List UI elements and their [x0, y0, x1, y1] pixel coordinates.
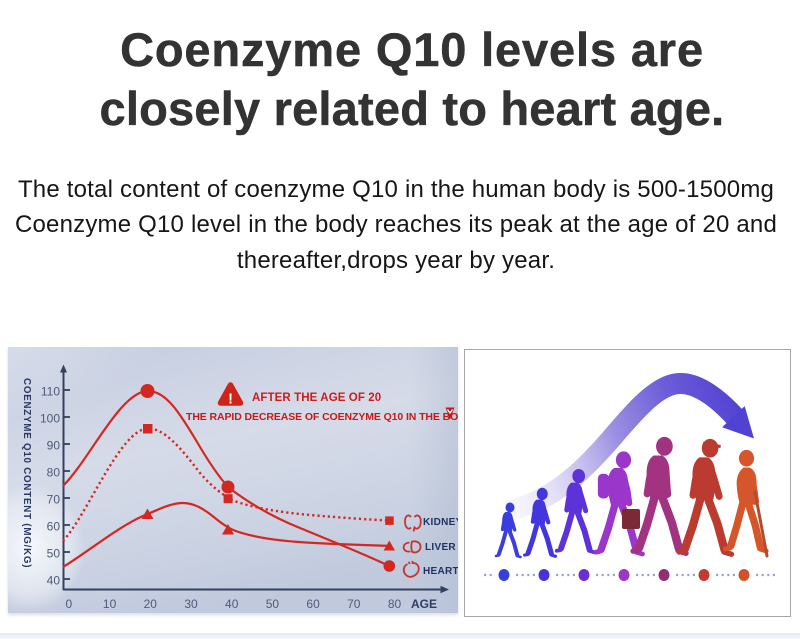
- svg-text:90: 90: [47, 439, 61, 453]
- svg-text:60: 60: [47, 520, 61, 534]
- svg-text:70: 70: [347, 597, 361, 611]
- svg-text:0: 0: [66, 597, 73, 611]
- svg-text:50: 50: [47, 547, 61, 561]
- svg-text:KIDNEY: KIDNEY: [423, 517, 458, 528]
- svg-text:AFTER THE AGE OF 20: AFTER THE AGE OF 20: [252, 392, 381, 404]
- svg-text:HEART: HEART: [423, 566, 458, 577]
- svg-text:COENZYME Q10 CONTENT (MG/KG): COENZYME Q10 CONTENT (MG/KG): [21, 378, 32, 568]
- svg-text:30: 30: [184, 597, 198, 611]
- svg-text:40: 40: [47, 574, 61, 588]
- svg-text:THE RAPID DECREASE OF COENZYME: THE RAPID DECREASE OF COENZYME Q10 IN TH…: [186, 411, 458, 423]
- svg-text:60: 60: [306, 597, 320, 611]
- svg-text:10: 10: [103, 597, 117, 611]
- svg-text:100: 100: [40, 412, 60, 426]
- svg-text:AGE: AGE: [411, 597, 437, 611]
- svg-text:40: 40: [225, 597, 239, 611]
- svg-text:!: !: [228, 392, 233, 408]
- svg-text:50: 50: [266, 597, 280, 611]
- svg-text:80: 80: [47, 466, 61, 480]
- svg-text:20: 20: [144, 597, 158, 611]
- svg-text:LIVER: LIVER: [425, 542, 456, 553]
- svg-text:80: 80: [388, 597, 402, 611]
- svg-text:110: 110: [41, 385, 60, 399]
- svg-text:70: 70: [47, 493, 61, 507]
